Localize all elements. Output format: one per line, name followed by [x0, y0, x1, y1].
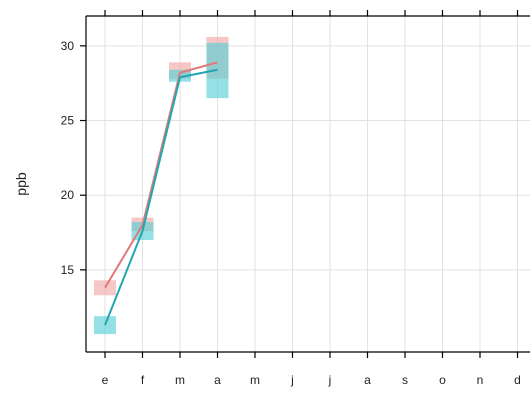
- x-tick-label: m: [250, 373, 260, 387]
- x-tick-label: m: [175, 373, 185, 387]
- series-line-2: [104, 68, 218, 326]
- series-lines: [104, 61, 218, 326]
- y-tick-label: 20: [61, 188, 75, 202]
- x-tick-label: a: [364, 373, 371, 387]
- x-tick-label: f: [141, 373, 145, 387]
- x-tick-label: j: [328, 373, 332, 387]
- y-tick-label: 15: [61, 263, 75, 277]
- x-tick-label: j: [290, 373, 294, 387]
- x-tick-label: o: [439, 373, 446, 387]
- uncertainty-bands: [94, 36, 229, 335]
- x-tick-label: s: [402, 373, 408, 387]
- y-tick-labels: 15 20 25 30: [61, 39, 75, 277]
- series-line-1: [104, 61, 218, 289]
- y-axis-title: ppb: [13, 172, 29, 196]
- grid-lines: [86, 16, 530, 352]
- axes: [80, 10, 530, 358]
- x-tick-label: n: [477, 373, 484, 387]
- x-tick-label: d: [514, 373, 521, 387]
- y-tick-label: 25: [61, 114, 75, 128]
- band-rect-s1: [94, 280, 116, 296]
- x-tick-label: a: [214, 373, 221, 387]
- y-tick-label: 30: [61, 39, 75, 53]
- x-tick-label: e: [102, 373, 109, 387]
